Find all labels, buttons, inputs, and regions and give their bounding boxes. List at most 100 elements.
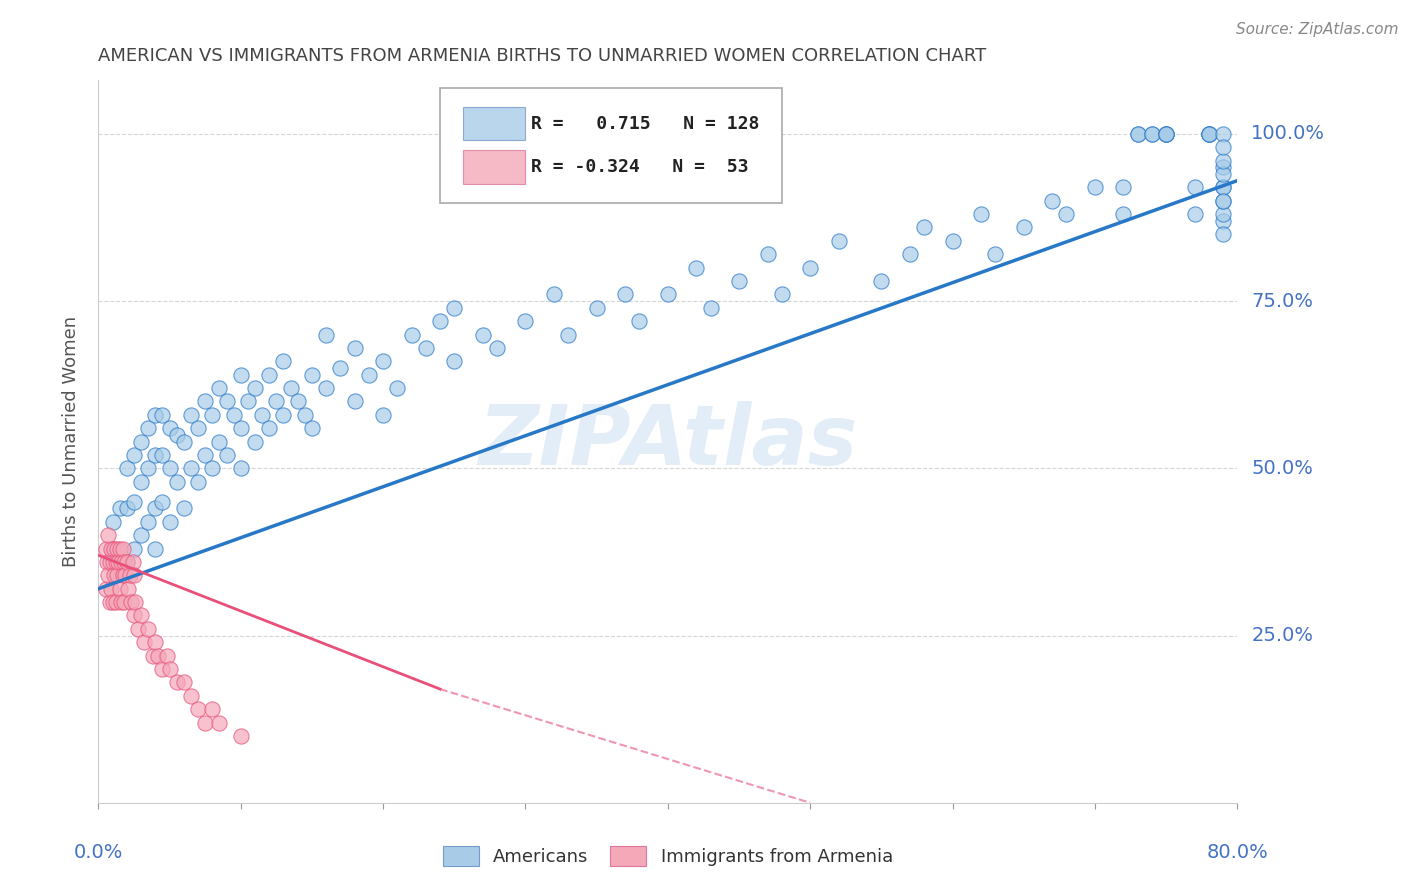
Point [1212, 140, 1234, 154]
Point [699, 301, 721, 315]
Point [259, 368, 281, 382]
Point [1056, 207, 1078, 221]
Point [159, 662, 181, 676]
Point [387, 381, 409, 395]
Point [180, 461, 202, 475]
Point [152, 494, 174, 508]
Point [127, 622, 149, 636]
Point [208, 715, 231, 730]
Point [443, 354, 465, 368]
Point [201, 408, 224, 422]
Point [100, 541, 122, 556]
Point [1198, 127, 1220, 141]
Point [108, 501, 131, 516]
Point [1212, 153, 1234, 168]
Point [515, 314, 537, 328]
Point [201, 702, 224, 716]
Legend: Americans, Immigrants from Armenia: Americans, Immigrants from Armenia [443, 847, 893, 866]
Point [115, 501, 138, 516]
Point [728, 274, 751, 288]
Point [187, 475, 209, 489]
Point [1212, 161, 1234, 175]
Point [273, 408, 295, 422]
Point [166, 475, 188, 489]
Point [280, 381, 302, 395]
Point [111, 568, 134, 582]
Point [1012, 220, 1035, 235]
Point [124, 595, 146, 609]
Text: Source: ZipAtlas.com: Source: ZipAtlas.com [1236, 22, 1399, 37]
Point [828, 234, 851, 248]
Point [1154, 127, 1177, 141]
Point [136, 515, 159, 529]
Point [1126, 127, 1149, 141]
Point [145, 501, 167, 516]
Point [159, 515, 181, 529]
Point [898, 247, 921, 261]
Point [301, 368, 323, 382]
Text: AMERICAN VS IMMIGRANTS FROM ARMENIA BIRTHS TO UNMARRIED WOMEN CORRELATION CHART: AMERICAN VS IMMIGRANTS FROM ARMENIA BIRT… [98, 47, 987, 65]
Point [229, 461, 252, 475]
Point [357, 368, 380, 382]
Point [103, 568, 125, 582]
Point [145, 448, 167, 462]
Point [1112, 207, 1135, 221]
Point [129, 528, 152, 542]
Point [152, 662, 174, 676]
Point [799, 260, 821, 275]
Point [1154, 127, 1177, 141]
Point [1184, 180, 1206, 194]
Point [229, 729, 252, 743]
Point [101, 515, 124, 529]
Text: 100.0%: 100.0% [1251, 124, 1326, 144]
Point [117, 582, 139, 596]
Point [543, 287, 565, 301]
Point [970, 207, 993, 221]
Text: 75.0%: 75.0% [1251, 292, 1313, 310]
Point [329, 361, 352, 376]
Point [122, 494, 145, 508]
Point [250, 408, 273, 422]
Text: 25.0%: 25.0% [1251, 626, 1313, 645]
Point [173, 434, 195, 449]
Point [373, 408, 395, 422]
Point [1198, 127, 1220, 141]
Point [103, 541, 125, 556]
Point [98, 595, 121, 609]
Point [229, 421, 252, 435]
Point [173, 501, 195, 516]
Point [1084, 180, 1107, 194]
Point [194, 448, 217, 462]
Point [208, 434, 231, 449]
Point [243, 381, 266, 395]
FancyBboxPatch shape [463, 151, 526, 184]
Point [122, 448, 145, 462]
Point [107, 555, 129, 569]
Point [1112, 180, 1135, 194]
Text: R = -0.324   N =  53: R = -0.324 N = 53 [531, 158, 748, 176]
Point [614, 287, 637, 301]
Point [145, 635, 167, 649]
Point [343, 341, 366, 355]
Point [110, 555, 132, 569]
Point [94, 582, 117, 596]
Point [115, 555, 138, 569]
Point [1212, 127, 1234, 141]
Point [557, 327, 579, 342]
Point [152, 448, 174, 462]
Point [657, 287, 679, 301]
Point [122, 568, 145, 582]
Point [180, 689, 202, 703]
Point [129, 434, 152, 449]
Point [148, 648, 170, 663]
Point [121, 555, 143, 569]
Point [215, 394, 238, 409]
Point [628, 314, 651, 328]
Point [1154, 127, 1177, 141]
Point [471, 327, 494, 342]
Point [105, 568, 128, 582]
FancyBboxPatch shape [463, 107, 526, 140]
Point [104, 555, 127, 569]
Point [104, 595, 127, 609]
Text: 80.0%: 80.0% [1206, 843, 1268, 862]
